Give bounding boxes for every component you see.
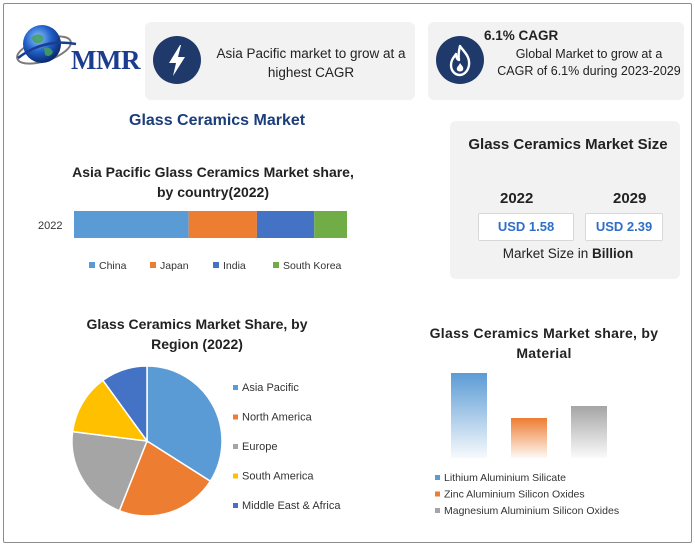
year-2022: 2022 [500, 190, 534, 207]
main-title: Glass Ceramics Market [129, 112, 306, 129]
material-bar-1 [511, 418, 547, 458]
asia-pacific-card: Asia Pacific market to grow at a highest… [145, 22, 415, 100]
pie-slice-middle-east-africa [101, 365, 148, 444]
market-size-title: Glass Ceramics Market Size [468, 136, 668, 153]
pie-legend-swatch-3 [233, 473, 238, 479]
legend-label-japan: Japan [160, 260, 189, 272]
logo-text: MMR [71, 45, 140, 75]
lightning-bolt-icon [153, 36, 201, 84]
pie-slice-north-america [118, 439, 212, 517]
bar-segment-india [256, 211, 315, 238]
market-size-note-prefix: Market Size in [502, 246, 593, 261]
cagr-text: Global Market to grow at a CAGR of 6.1% … [497, 47, 681, 78]
pie-legend-swatch-0 [233, 385, 238, 390]
material-legend-swatch-2 [435, 508, 440, 513]
material-legend-label-1: Zinc Aluminium Silicon Oxides [444, 489, 585, 501]
cagr-card: 6.1% CAGR Global Market to grow at a CAG… [428, 22, 684, 100]
flame-icon [436, 36, 484, 84]
pie-legend-swatch-4 [233, 503, 238, 508]
pie-legend-swatch-1 [233, 414, 238, 420]
pie-legend-label-north-america: North America [242, 412, 313, 424]
legend-label-china: China [99, 260, 127, 272]
material-legend-label-2: Magnesium Aluminium Silicon Oxides [444, 505, 619, 517]
value-2022: USD 1.58 [478, 213, 574, 241]
pie-slice-europe [71, 430, 149, 512]
legend-label-south-korea: South Korea [283, 260, 342, 272]
cagr-title: 6.1% CAGR [484, 28, 559, 43]
material-bar-0 [451, 373, 487, 458]
market-size-box: Glass Ceramics Market Size 2022 2029 USD… [450, 121, 680, 279]
material-legend-swatch-0 [435, 475, 440, 480]
pie-legend-label-asia-pacific: Asia Pacific [242, 382, 299, 394]
value-2029: USD 2.39 [585, 213, 663, 241]
pie-legend-label-south-america: South America [242, 471, 314, 483]
market-size-note-unit: Billion [592, 246, 634, 261]
bar-segment-china [74, 211, 189, 238]
globe-logo-icon [16, 25, 77, 65]
legend-swatch-south-korea [273, 262, 279, 268]
pie-legend-label-middle-east-africa: Middle East & Africa [242, 500, 341, 512]
legend-swatch-japan [150, 262, 156, 268]
infographic-frame [3, 3, 692, 543]
legend-swatch-china [89, 262, 95, 268]
pie-legend-label-europe: Europe [242, 441, 277, 453]
logo: MMR [14, 20, 144, 76]
bar-segment-south-korea [314, 211, 347, 238]
region-chart-title: Glass Ceramics Market Share, by Region (… [86, 316, 308, 352]
bar-segment-japan [188, 211, 257, 238]
legend-label-india: India [223, 260, 246, 272]
category-label-2022: 2022 [38, 220, 62, 232]
legend-swatch-india [213, 262, 219, 268]
country-chart-title: Asia Pacific Glass Ceramics Market share… [72, 164, 354, 200]
material-bar-2 [571, 406, 607, 458]
asia-pacific-text: Asia Pacific market to grow at a highest… [216, 46, 406, 80]
pie-legend-swatch-2 [233, 444, 238, 449]
material-legend-swatch-1 [435, 491, 440, 497]
material-chart-title: Glass Ceramics Market share, by Material [429, 325, 659, 361]
material-legend-label-0: Lithium Aluminium Silicate [444, 472, 566, 484]
year-2029: 2029 [613, 190, 647, 207]
pie-slice-south-america [71, 379, 149, 442]
market-size-note: Market Size in Billion [450, 246, 686, 261]
